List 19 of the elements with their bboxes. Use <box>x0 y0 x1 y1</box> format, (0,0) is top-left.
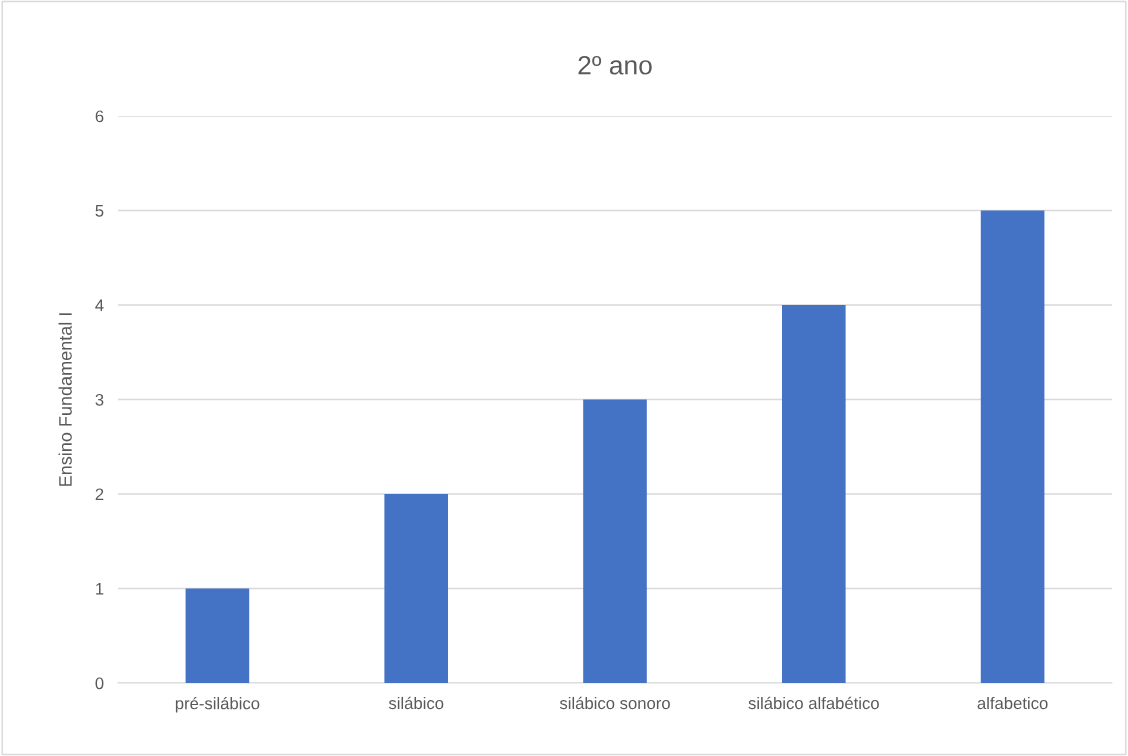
bar <box>781 305 846 683</box>
y-tick-label: 2 <box>95 488 104 501</box>
y-tick-label: 6 <box>95 110 104 123</box>
y-axis-title: Ensino Fundamental I <box>58 313 72 486</box>
y-tick-label: 0 <box>95 677 104 690</box>
bar <box>384 494 449 683</box>
x-tick-label: pré-silábico <box>175 696 260 713</box>
y-tick-label: 4 <box>95 299 104 312</box>
x-tick-label: alfabetico <box>977 696 1048 710</box>
bar <box>185 588 250 683</box>
bar <box>583 399 647 683</box>
x-tick-label: silábico <box>388 696 444 710</box>
x-tick-label: silábico alfabético <box>748 696 879 710</box>
y-tick-label: 5 <box>95 205 104 217</box>
x-tick-label: silábico sonoro <box>559 696 670 710</box>
y-tick-label: 1 <box>96 583 104 595</box>
y-tick-label: 3 <box>95 393 104 406</box>
chart-title: 2º ano <box>578 55 652 75</box>
bar <box>980 210 1045 683</box>
